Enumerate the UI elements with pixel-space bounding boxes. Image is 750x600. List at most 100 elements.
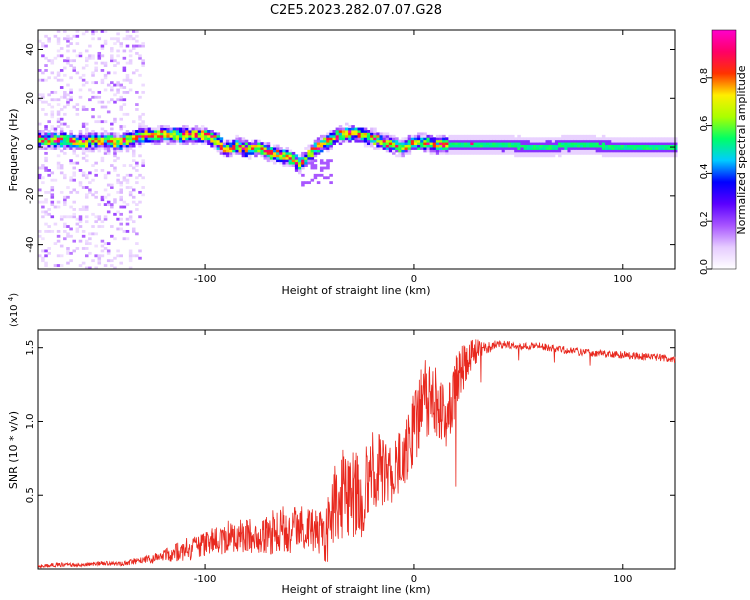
heatmap-cell (354, 137, 358, 141)
heatmap-cell (341, 127, 346, 131)
heatmap-cell (47, 208, 51, 211)
heatmap-cell (116, 132, 120, 136)
heatmap-cell (91, 81, 95, 85)
heatmap-cell (88, 88, 92, 92)
heatmap-cell (41, 256, 45, 260)
heatmap-cell (125, 112, 130, 116)
heatmap-cell (122, 112, 127, 116)
heatmap-cell (432, 147, 437, 150)
heatmap-cell (56, 139, 61, 143)
heatmap-cell (41, 42, 45, 46)
heatmap-cell (576, 142, 581, 146)
heatmap-cell (50, 186, 55, 189)
heatmap-cell (319, 144, 324, 148)
heatmap-cell (160, 129, 164, 133)
heatmap-cell (75, 137, 80, 141)
heatmap-cell (147, 134, 152, 138)
heatmap-cell (329, 181, 333, 185)
heatmap-cell (655, 142, 659, 146)
heatmap-cell (44, 198, 48, 202)
heatmap-cell (138, 115, 142, 119)
heatmap-cell (398, 139, 402, 143)
heatmap-cell (576, 149, 581, 153)
heatmap-cell (194, 132, 199, 136)
heatmap-cell (664, 149, 669, 153)
heatmap-cell (97, 90, 102, 94)
heatmap-cell (81, 139, 86, 143)
heatmap-cell (238, 137, 243, 141)
heatmap-cell (138, 249, 142, 253)
heatmap-cell (633, 149, 637, 153)
heatmap-cell (279, 147, 283, 150)
heatmap-cell (420, 139, 424, 143)
heatmap-cell (511, 134, 515, 138)
heatmap-cell (329, 134, 333, 138)
heatmap-cell (128, 266, 133, 270)
heatmap-cell (166, 127, 170, 131)
heatmap-cell (178, 142, 183, 146)
heatmap-cell (435, 147, 440, 150)
heatmap-cell (241, 151, 246, 155)
heatmap-cell (216, 149, 221, 153)
heatmap-cell (91, 32, 95, 36)
heatmap-cell (69, 139, 73, 143)
heatmap-cell (44, 210, 48, 214)
heatmap-cell (498, 134, 503, 138)
heatmap-cell (94, 220, 98, 224)
heatmap-cell (551, 151, 556, 155)
heatmap-cell (658, 154, 662, 158)
heatmap-cell (282, 151, 286, 155)
heatmap-cell (100, 61, 105, 65)
heatmap-cell (166, 137, 170, 141)
heatmap-cell (636, 154, 640, 158)
heatmap-cell (392, 139, 396, 143)
heatmap-cell (72, 208, 76, 211)
heatmap-cell (398, 142, 402, 146)
heatmap-cell (294, 166, 299, 170)
heatmap-cell (645, 154, 650, 158)
heatmap-cell (216, 137, 221, 141)
heatmap-cell (128, 81, 133, 85)
heatmap-cell (617, 144, 622, 148)
heatmap-cell (645, 144, 650, 148)
spectrogram-y-tick-label: 0 (25, 144, 36, 150)
heatmap-cell (113, 237, 117, 241)
heatmap-cell (119, 127, 123, 131)
heatmap-cell (592, 134, 597, 138)
heatmap-cell (570, 151, 575, 155)
heatmap-cell (451, 149, 456, 153)
heatmap-cell (44, 261, 48, 265)
heatmap-cell (178, 127, 183, 131)
heatmap-cell (119, 44, 123, 48)
heatmap-cell (401, 142, 405, 146)
heatmap-cell (376, 137, 380, 141)
heatmap-cell (257, 151, 261, 155)
heatmap-cell (72, 239, 76, 243)
heatmap-cell (188, 132, 192, 136)
snr-x-tick-label: 0 (411, 574, 417, 585)
heatmap-cell (614, 139, 618, 143)
heatmap-cell (56, 161, 61, 165)
heatmap-cell (59, 117, 64, 121)
heatmap-cell (172, 142, 177, 146)
heatmap-cell (360, 127, 365, 131)
heatmap-cell (41, 200, 45, 204)
heatmap-cell (110, 264, 114, 267)
heatmap-cell (257, 144, 261, 148)
heatmap-cell (570, 147, 575, 150)
heatmap-cell (84, 64, 89, 67)
heatmap-cell (84, 195, 89, 199)
heatmap-cell (135, 39, 139, 43)
heatmap-cell (113, 93, 117, 97)
heatmap-cell (614, 147, 618, 150)
heatmap-cell (652, 139, 656, 143)
heatmap-cell (304, 156, 308, 160)
heatmap-cell (84, 129, 89, 133)
heatmap-cell (658, 139, 662, 143)
heatmap-cell (329, 144, 333, 148)
heatmap-cell (50, 132, 55, 136)
heatmap-cell (122, 66, 127, 70)
heatmap-cell (69, 137, 73, 141)
snr-x-axis: -100 0 100 (194, 330, 632, 585)
heatmap-cell (467, 149, 471, 153)
